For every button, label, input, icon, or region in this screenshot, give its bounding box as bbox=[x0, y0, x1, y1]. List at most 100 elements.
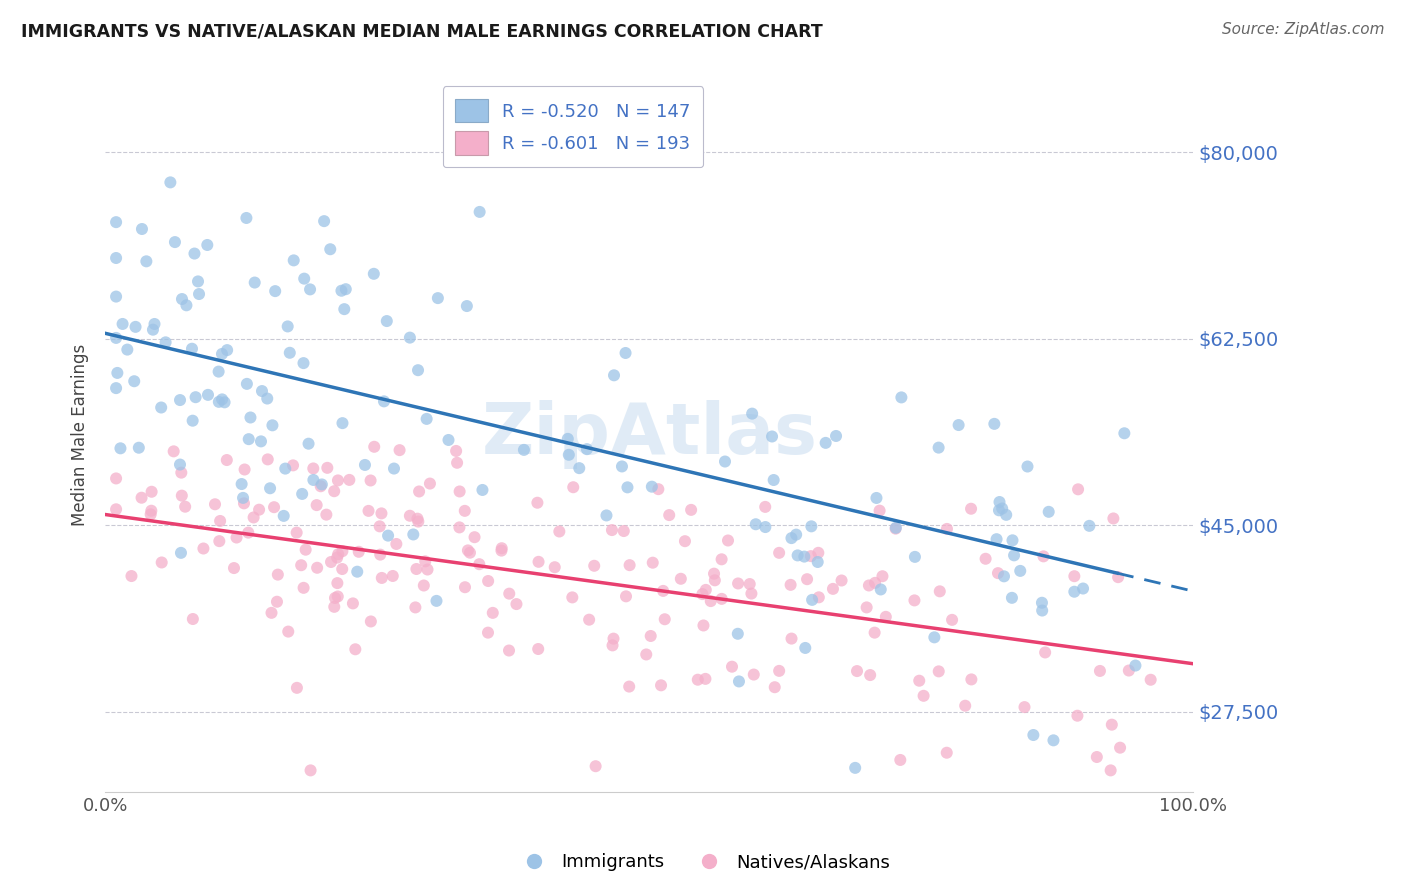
Point bbox=[105, 366, 128, 380]
Point bbox=[890, 391, 912, 405]
Point bbox=[323, 591, 346, 605]
Point bbox=[302, 461, 325, 475]
Point bbox=[159, 175, 181, 189]
Point bbox=[388, 443, 411, 458]
Point bbox=[408, 484, 430, 499]
Point bbox=[105, 381, 128, 395]
Legend: R = -0.520   N = 147, R = -0.601   N = 193: R = -0.520 N = 147, R = -0.601 N = 193 bbox=[443, 87, 703, 167]
Point bbox=[844, 761, 866, 775]
Point bbox=[105, 502, 128, 516]
Point bbox=[717, 533, 740, 548]
Point bbox=[658, 508, 681, 522]
Point bbox=[259, 481, 281, 495]
Point bbox=[1101, 717, 1123, 731]
Point bbox=[768, 664, 790, 678]
Point bbox=[299, 282, 322, 296]
Point bbox=[1085, 750, 1108, 764]
Point bbox=[292, 581, 315, 595]
Point bbox=[262, 418, 284, 433]
Point bbox=[292, 271, 315, 285]
Point bbox=[426, 291, 449, 305]
Point bbox=[181, 414, 204, 428]
Point bbox=[681, 503, 703, 517]
Point bbox=[163, 444, 186, 458]
Point bbox=[406, 511, 429, 525]
Point bbox=[727, 627, 749, 641]
Point bbox=[1066, 708, 1088, 723]
Point bbox=[217, 343, 239, 357]
Point bbox=[357, 504, 380, 518]
Point bbox=[382, 461, 405, 475]
Point bbox=[613, 524, 636, 538]
Point bbox=[323, 484, 346, 499]
Point bbox=[513, 442, 536, 457]
Point bbox=[242, 510, 264, 524]
Point bbox=[652, 583, 675, 598]
Point bbox=[903, 593, 925, 607]
Point bbox=[884, 522, 907, 536]
Point bbox=[673, 534, 696, 549]
Point bbox=[825, 429, 848, 443]
Point bbox=[155, 335, 177, 350]
Point bbox=[603, 368, 626, 383]
Point bbox=[326, 590, 349, 604]
Point bbox=[181, 342, 204, 356]
Point bbox=[987, 566, 1010, 581]
Point bbox=[578, 613, 600, 627]
Point bbox=[416, 562, 439, 576]
Point bbox=[993, 569, 1015, 583]
Point bbox=[117, 343, 139, 357]
Point bbox=[585, 759, 607, 773]
Point bbox=[814, 435, 837, 450]
Point bbox=[363, 267, 385, 281]
Point bbox=[408, 515, 430, 529]
Point bbox=[332, 416, 354, 430]
Point bbox=[239, 410, 262, 425]
Point bbox=[583, 558, 606, 573]
Point bbox=[377, 528, 399, 542]
Point bbox=[863, 625, 886, 640]
Point bbox=[368, 548, 391, 562]
Point bbox=[305, 498, 328, 512]
Point bbox=[454, 504, 477, 518]
Point bbox=[111, 317, 134, 331]
Point bbox=[801, 593, 824, 607]
Point bbox=[233, 462, 256, 476]
Point bbox=[454, 580, 477, 594]
Point bbox=[768, 546, 790, 560]
Point bbox=[170, 292, 193, 306]
Point bbox=[187, 274, 209, 288]
Point bbox=[319, 242, 342, 256]
Point bbox=[330, 284, 353, 298]
Point bbox=[941, 613, 963, 627]
Point bbox=[299, 764, 322, 778]
Point bbox=[728, 674, 751, 689]
Point bbox=[1107, 570, 1129, 584]
Point bbox=[561, 591, 583, 605]
Point bbox=[863, 575, 886, 590]
Point bbox=[225, 531, 247, 545]
Point bbox=[337, 473, 360, 487]
Point bbox=[960, 501, 983, 516]
Point bbox=[1031, 596, 1053, 610]
Point bbox=[456, 299, 478, 313]
Point bbox=[1022, 728, 1045, 742]
Point bbox=[948, 418, 970, 433]
Point bbox=[1017, 459, 1039, 474]
Point bbox=[415, 412, 437, 426]
Point bbox=[1125, 658, 1147, 673]
Point bbox=[928, 584, 950, 599]
Point bbox=[636, 648, 658, 662]
Point bbox=[1139, 673, 1161, 687]
Point bbox=[197, 388, 219, 402]
Point bbox=[425, 594, 447, 608]
Point bbox=[557, 432, 579, 446]
Point bbox=[139, 508, 162, 522]
Point bbox=[344, 642, 367, 657]
Point bbox=[654, 612, 676, 626]
Point bbox=[273, 508, 295, 523]
Point bbox=[233, 496, 256, 510]
Point bbox=[143, 317, 166, 331]
Point bbox=[738, 577, 761, 591]
Point bbox=[800, 519, 823, 533]
